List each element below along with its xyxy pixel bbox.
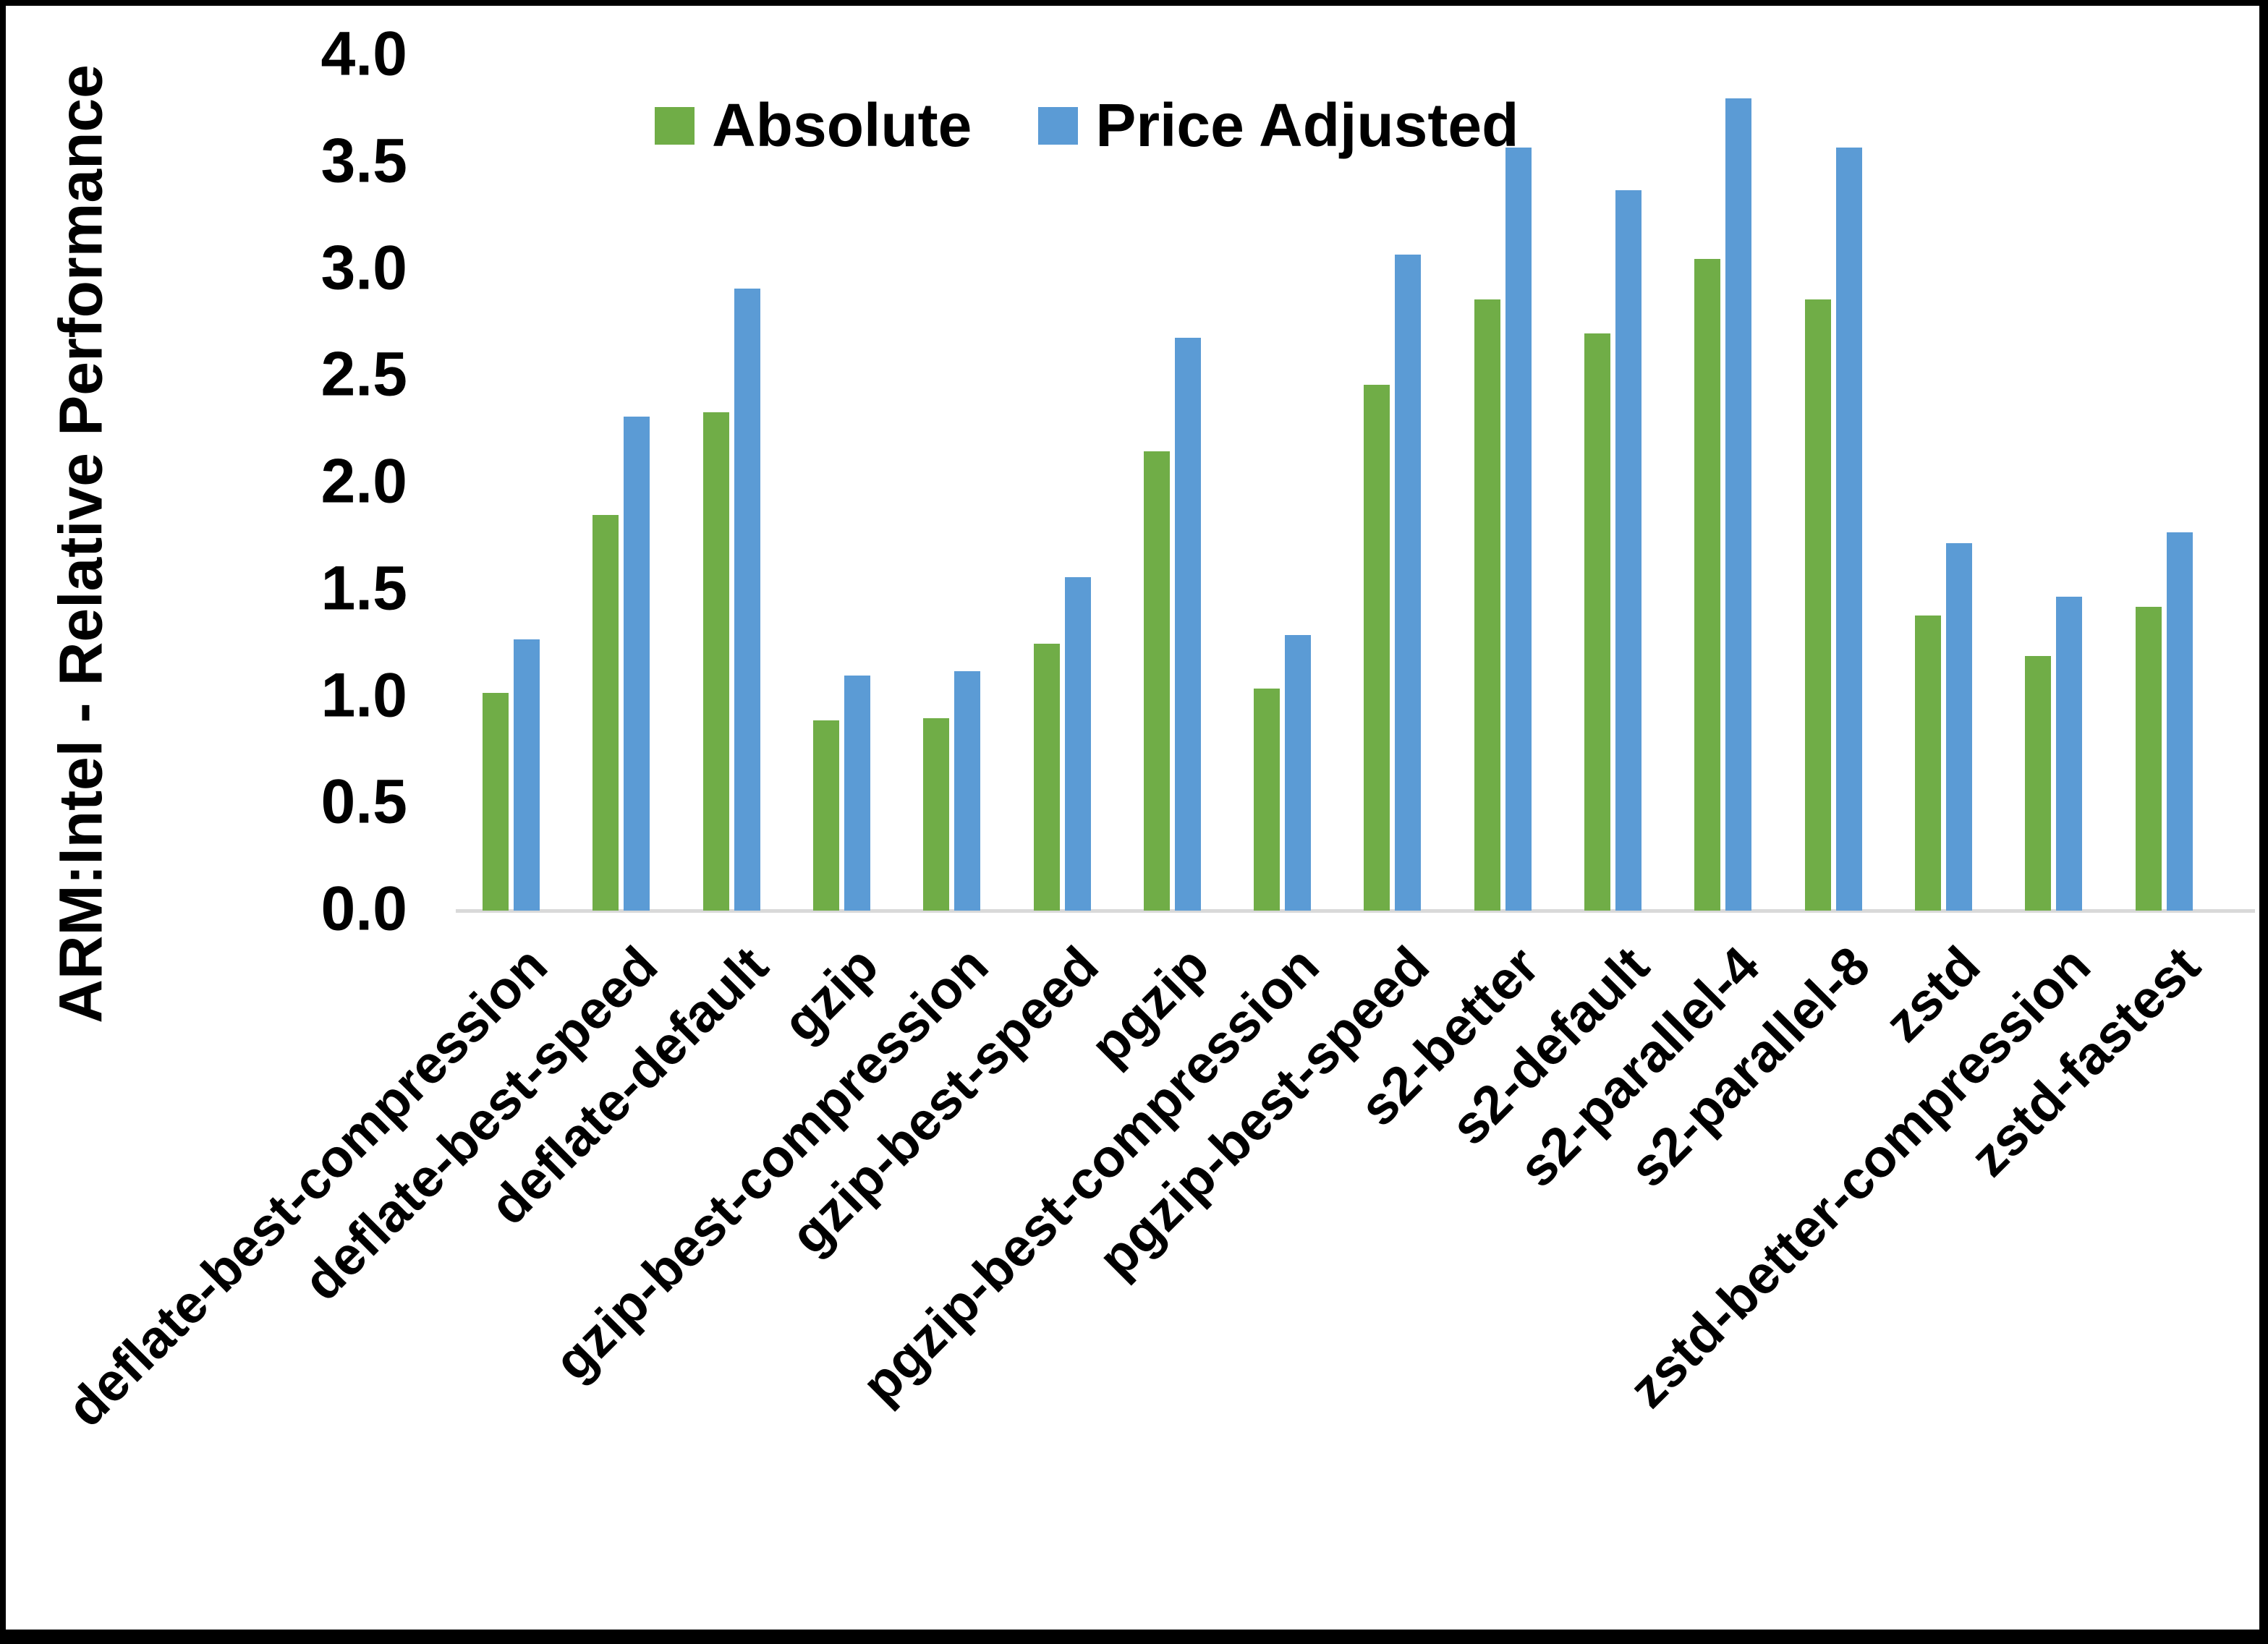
frame-border-left xyxy=(0,0,6,1644)
y-tick-label: 4.0 xyxy=(320,19,407,89)
bar-gzip-best-compression-price-adjusted xyxy=(954,671,980,911)
bar-zstd-price-adjusted xyxy=(1946,543,1972,911)
legend-label: Absolute xyxy=(712,91,972,159)
bar-gzip-absolute xyxy=(813,720,839,911)
y-tick-label: 1.0 xyxy=(320,660,407,731)
bar-s2-parallel-8-price-adjusted xyxy=(1836,148,1862,911)
frame-border-top xyxy=(0,0,2268,6)
bar-zstd-absolute xyxy=(1915,616,1941,911)
x-axis-line xyxy=(456,909,2255,913)
bar-deflate-default-absolute xyxy=(703,412,729,911)
bar-gzip-price-adjusted xyxy=(844,676,870,911)
bar-s2-better-price-adjusted xyxy=(1505,148,1532,911)
y-tick-label: 2.0 xyxy=(320,446,407,516)
legend-item: Absolute xyxy=(655,90,972,161)
bar-gzip-best-compression-absolute xyxy=(923,718,949,911)
legend: Absolute Price Adjusted xyxy=(655,90,1585,161)
y-tick-label: 0.0 xyxy=(320,874,407,944)
bar-pgzip-best-compression-price-adjusted xyxy=(1285,635,1311,911)
bar-zstd-better-compression-price-adjusted xyxy=(2056,597,2082,911)
legend-swatch xyxy=(655,106,695,145)
bar-s2-parallel-8-absolute xyxy=(1805,299,1831,911)
bar-pgzip-price-adjusted xyxy=(1175,338,1201,911)
bar-deflate-best-speed-absolute xyxy=(593,515,619,911)
bar-deflate-default-price-adjusted xyxy=(734,289,760,911)
y-tick-label: 2.5 xyxy=(320,339,407,409)
bar-s2-default-price-adjusted xyxy=(1615,190,1641,911)
bar-pgzip-absolute xyxy=(1144,451,1170,911)
legend-label: Price Adjusted xyxy=(1095,91,1519,159)
bar-gzip-best-speed-price-adjusted xyxy=(1065,577,1091,911)
bar-s2-default-absolute xyxy=(1584,333,1610,911)
bar-deflate-best-speed-price-adjusted xyxy=(624,417,650,911)
bar-zstd-better-compression-absolute xyxy=(2025,656,2051,911)
bar-pgzip-best-compression-absolute xyxy=(1254,689,1280,911)
bar-gzip-best-speed-absolute xyxy=(1034,644,1060,911)
frame-border-right xyxy=(2259,0,2268,1644)
y-tick-label: 3.0 xyxy=(320,233,407,303)
bar-pgzip-best-speed-price-adjusted xyxy=(1395,255,1421,911)
legend-item: Price Adjusted xyxy=(1038,90,1519,161)
bar-s2-better-absolute xyxy=(1474,299,1500,911)
bar-zstd-fastest-absolute xyxy=(2136,607,2162,911)
bar-deflate-best-compression-price-adjusted xyxy=(514,639,540,911)
bar-s2-parallel-4-absolute xyxy=(1694,259,1720,911)
bar-pgzip-best-speed-absolute xyxy=(1364,385,1390,911)
y-tick-label: 0.5 xyxy=(320,767,407,837)
y-tick-label: 3.5 xyxy=(320,126,407,196)
y-tick-label: 1.5 xyxy=(320,553,407,623)
frame-border-bottom xyxy=(0,1630,2268,1644)
bar-deflate-best-compression-absolute xyxy=(483,693,509,911)
bar-s2-parallel-4-price-adjusted xyxy=(1725,98,1751,911)
legend-swatch xyxy=(1038,106,1079,145)
bar-zstd-fastest-price-adjusted xyxy=(2167,532,2193,911)
